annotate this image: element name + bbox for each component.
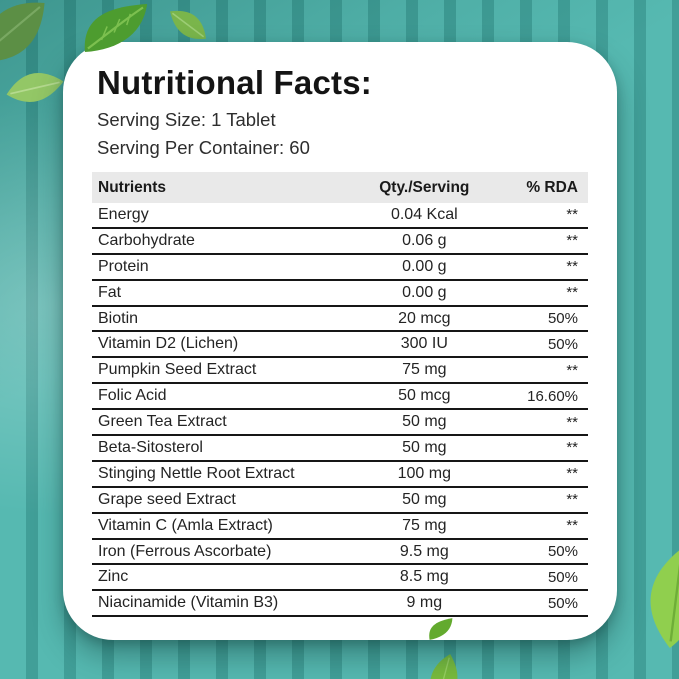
column-header-nutrients: Nutrients [92, 172, 350, 203]
table-row: Protein 0.00 g ** [92, 253, 588, 281]
nutrient-qty: 8.5 mg [349, 564, 499, 592]
column-header-rda: % RDA [498, 172, 588, 203]
nutrient-qty: 75 mg [349, 357, 499, 385]
column-header-qty-serving: Qty./Serving [349, 172, 499, 203]
nutrient-qty: 0.06 g [349, 227, 499, 255]
nutrient-rda: ** [498, 460, 588, 488]
table-row: Folic Acid 50 mcg 16.60% [92, 383, 588, 411]
page-title: Nutritional Facts: [97, 64, 372, 101]
nutrient-rda: ** [498, 203, 588, 229]
leaf-top-left-corner-icon [0, 0, 47, 69]
nutrient-rda: ** [498, 435, 588, 462]
table-row: Zinc 8.5 mg 50% [92, 564, 588, 592]
nutrient-name: Folic Acid [92, 383, 350, 411]
table-row: Fat 0.00 g ** [92, 279, 588, 307]
nutrient-qty: 300 IU [349, 331, 499, 359]
leaf-top-small-icon [168, 6, 208, 45]
leaf-top-icon [78, 2, 153, 55]
nutrient-qty: 0.00 g [349, 253, 499, 281]
table-row: Iron (Ferrous Ascorbate) 9.5 mg 50% [92, 538, 588, 566]
table-row: Pumpkin Seed Extract 75 mg ** [92, 357, 588, 385]
nutrient-name: Energy [92, 203, 350, 229]
table-row: Green Tea Extract 50 mg ** [92, 409, 588, 437]
nutrient-rda: 50% [498, 564, 588, 592]
nutrient-rda: 16.60% [498, 383, 588, 411]
nutrient-name: Stinging Nettle Root Extract [92, 460, 350, 488]
nutrient-qty: 50 mg [349, 409, 499, 437]
nutrient-rda: 50% [498, 538, 588, 566]
table-row: Vitamin C (Amla Extract) 75 mg ** [92, 512, 588, 540]
nutrient-rda: ** [498, 253, 588, 281]
nutrient-name: Pumpkin Seed Extract [92, 357, 350, 385]
leaf-left-icon [0, 52, 75, 124]
nutrient-name: Beta-Sitosterol [92, 435, 350, 462]
nutrient-rda: ** [498, 279, 588, 307]
nutrient-qty: 50 mg [349, 486, 499, 514]
serving-size-text: Serving Size: 1 Tablet [97, 109, 276, 130]
table-row: Biotin 20 mcg 50% [92, 305, 588, 333]
nutrient-name: Vitamin D2 (Lichen) [92, 331, 350, 359]
nutrient-rda: ** [498, 486, 588, 514]
nutrients-table: Nutrients Qty./Serving % RDA Energy 0.04 … [92, 172, 588, 618]
table-row: Energy 0.04 Kcal ** [92, 203, 588, 229]
nutrient-qty: 50 mg [349, 435, 499, 462]
leaf-bottom-peek-icon [414, 652, 471, 679]
nutrient-qty: 9.5 mg [349, 538, 499, 566]
nutrient-qty: 0.04 Kcal [349, 203, 499, 229]
nutrient-qty: 20 mcg [349, 305, 499, 333]
nutrient-name: Zinc [92, 564, 350, 592]
nutrient-name: Vitamin C (Amla Extract) [92, 512, 350, 540]
nutrient-rda: 50% [498, 305, 588, 333]
nutrient-name: Grape seed Extract [92, 486, 350, 514]
nutrient-name: Protein [92, 253, 350, 281]
nutrient-qty: 75 mg [349, 512, 499, 540]
leaf-bottom-right-icon [623, 545, 679, 652]
nutrient-rda: ** [498, 512, 588, 540]
nutrient-name: Green Tea Extract [92, 409, 350, 437]
table-row: Carbohydrate 0.06 g ** [92, 227, 588, 255]
nutrient-qty: 50 mcg [349, 383, 499, 411]
nutrient-name: Biotin [92, 305, 350, 333]
nutrient-qty: 9 mg [349, 590, 499, 618]
nutrient-name: Iron (Ferrous Ascorbate) [92, 538, 350, 566]
nutrient-name: Carbohydrate [92, 227, 350, 255]
nutrient-rda: ** [498, 357, 588, 385]
table-row: Stinging Nettle Root Extract 100 mg ** [92, 460, 588, 488]
nutrient-name: Fat [92, 279, 350, 307]
nutrient-rda: 50% [498, 590, 588, 618]
nutrition-facts-card: Nutritional Facts: Serving Size: 1 Table… [63, 42, 617, 640]
nutrient-qty: 100 mg [349, 460, 499, 488]
table-row: Beta-Sitosterol 50 mg ** [92, 435, 588, 462]
nutrient-rda: ** [498, 409, 588, 437]
table-row: Vitamin D2 (Lichen) 300 IU 50% [92, 331, 588, 359]
nutrient-rda: ** [498, 227, 588, 255]
nutrient-name: Niacinamide (Vitamin B3) [92, 590, 350, 618]
table-header-row: Nutrients Qty./Serving % RDA [92, 172, 588, 203]
table-row: Niacinamide (Vitamin B3) 9 mg 50% [92, 590, 588, 618]
table-row: Grape seed Extract 50 mg ** [92, 486, 588, 514]
leaf-bottom-card-icon [425, 617, 456, 642]
serving-per-container-text: Serving Per Container: 60 [97, 137, 310, 158]
nutrient-rda: 50% [498, 331, 588, 359]
nutrient-qty: 0.00 g [349, 279, 499, 307]
